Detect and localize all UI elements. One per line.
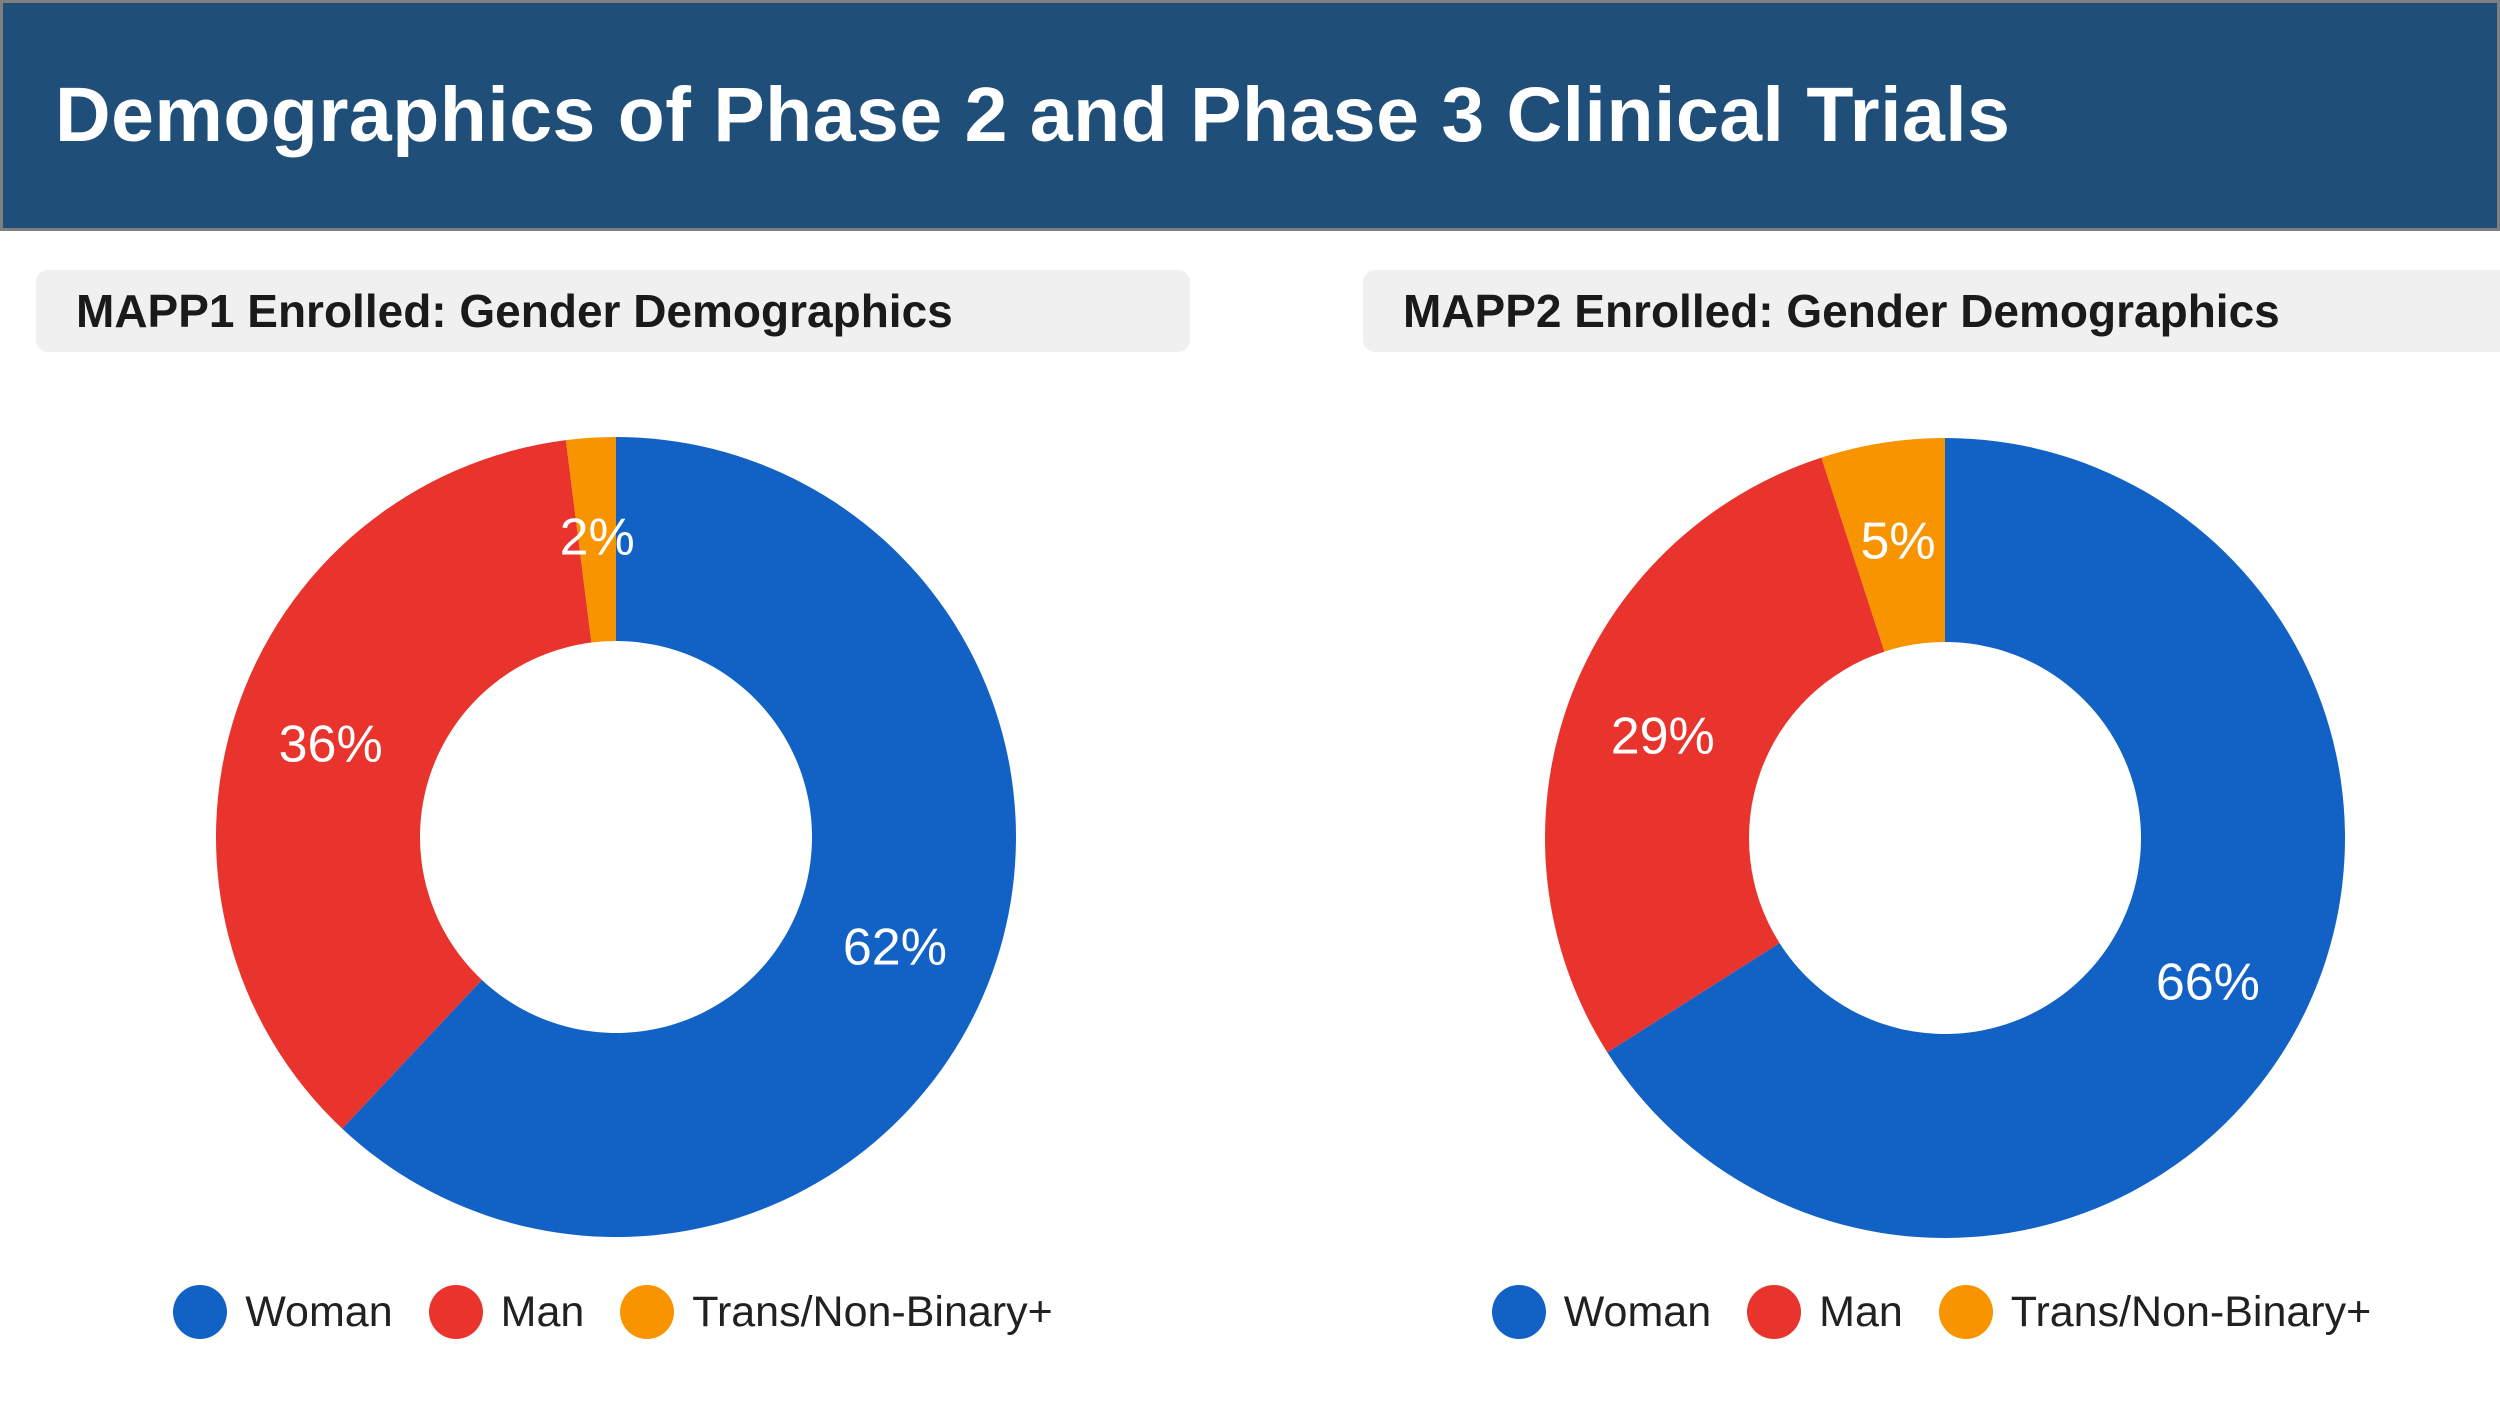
slice-label-man: 29% (1611, 707, 1715, 765)
legend-swatch-man (428, 1285, 483, 1339)
legend-item-woman[interactable]: Woman (173, 1285, 393, 1339)
legend-item-man[interactable]: Man (428, 1285, 585, 1339)
mapp1-donut-chart[interactable]: 62% 36% 2% (206, 427, 1026, 1247)
legend-label-trans-non-binary: Trans/Non-Binary+ (2010, 1287, 2372, 1336)
donut-slice-woman[interactable] (1607, 438, 2345, 1238)
mapp2-chart-title: MAPP2 Enrolled: Gender Demographics (1403, 285, 2280, 337)
mapp2-legend: Woman Man Trans/Non-Binary+ (1363, 1282, 2500, 1342)
page-title: Demographics of Phase 2 and Phase 3 Clin… (55, 72, 2011, 158)
legend-item-man[interactable]: Man (1747, 1285, 1903, 1339)
slice-label-woman: 62% (843, 918, 947, 976)
legend-swatch-woman (1491, 1285, 1546, 1339)
donut-slice-woman[interactable] (342, 437, 1016, 1237)
mapp2-donut-chart[interactable]: 66% 29% 5% (1535, 428, 2355, 1248)
mapp1-chart-header: MAPP1 Enrolled: Gender Demographics (36, 270, 1190, 352)
donut-slice-man[interactable] (216, 440, 592, 1129)
slice-label-man: 36% (279, 715, 383, 773)
legend-swatch-woman (173, 1285, 228, 1339)
title-banner[interactable]: Demographics of Phase 2 and Phase 3 Clin… (0, 0, 2500, 231)
donut-slice-man[interactable] (1545, 457, 1885, 1053)
slice-label-trans-non-binary: 2% (560, 509, 635, 567)
legend-swatch-trans-non-binary (620, 1285, 675, 1339)
legend-label-man: Man (500, 1287, 585, 1336)
legend-swatch-man (1747, 1285, 1802, 1339)
mapp1-legend: Woman Man Trans/Non-Binary+ (36, 1282, 1190, 1342)
legend-item-woman[interactable]: Woman (1491, 1285, 1712, 1339)
donut-slice-trans-non-binary[interactable] (1821, 438, 1945, 652)
slice-label-trans-non-binary: 5% (1860, 513, 1935, 571)
legend-label-woman: Woman (1563, 1287, 1712, 1336)
slice-label-woman: 66% (2156, 954, 2260, 1012)
legend-swatch-trans-non-binary (1938, 1285, 1993, 1339)
legend-label-man: Man (1819, 1287, 1903, 1336)
legend-label-trans-non-binary: Trans/Non-Binary+ (692, 1287, 1053, 1336)
mapp1-chart-title: MAPP1 Enrolled: Gender Demographics (76, 285, 953, 337)
mapp2-chart-header: MAPP2 Enrolled: Gender Demographics (1363, 270, 2500, 352)
legend-item-trans-non-binary[interactable]: Trans/Non-Binary+ (620, 1285, 1053, 1339)
legend-item-trans-non-binary[interactable]: Trans/Non-Binary+ (1938, 1285, 2372, 1339)
donut-slice-trans-non-binary[interactable] (565, 437, 616, 643)
legend-label-woman: Woman (245, 1287, 393, 1336)
